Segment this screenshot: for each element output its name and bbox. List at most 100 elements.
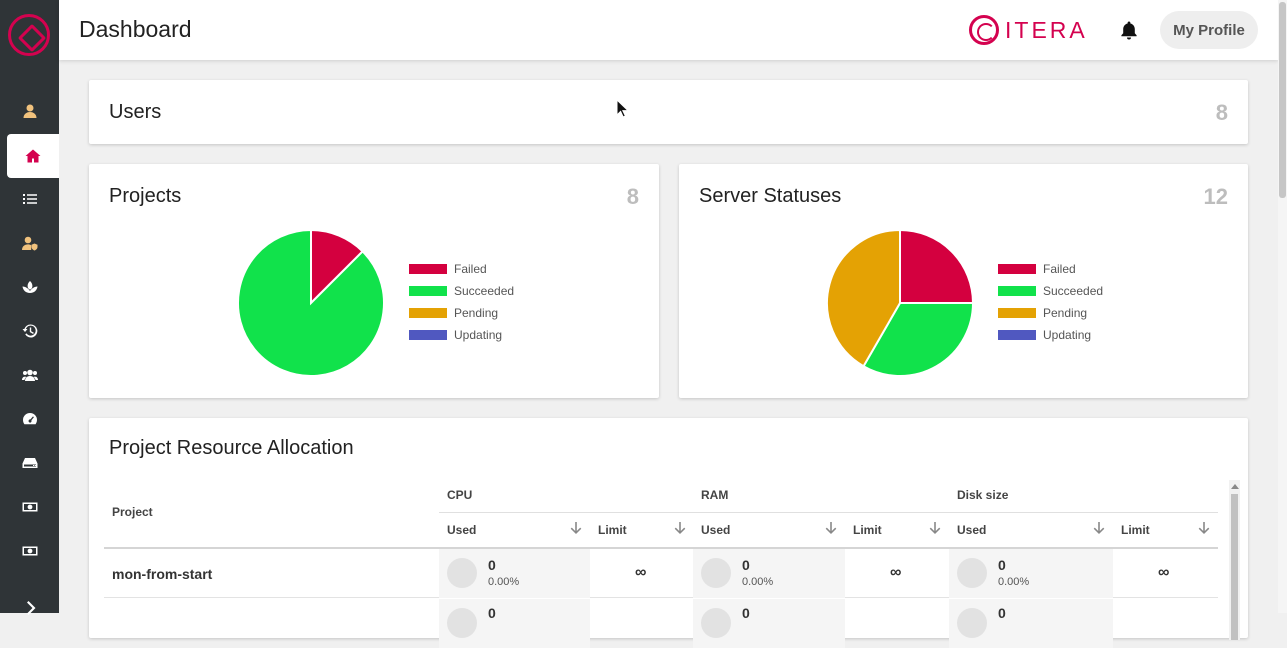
legend-swatch-failed [409, 264, 447, 274]
server-statuses-count: 12 [1204, 184, 1228, 210]
disk-used-header[interactable]: Used [957, 523, 986, 537]
legend-item-failed: Failed [409, 258, 514, 280]
cpu-limit-header[interactable]: Limit [598, 523, 627, 537]
money-icon-2 [22, 543, 38, 559]
ram-used-percent: 0.00% [742, 576, 773, 588]
ram-used-header[interactable]: Used [701, 523, 730, 537]
home-icon [25, 148, 41, 164]
legend-item-failed: Failed [998, 258, 1103, 280]
sidebar [0, 0, 59, 613]
pie-slice-failed[interactable] [900, 230, 973, 303]
users-card-title: Users [109, 101, 161, 124]
users-icon [22, 367, 38, 383]
sort-arrow-down-icon[interactable] [570, 521, 582, 535]
users-card[interactable]: Users 8 [89, 80, 1248, 144]
users-count: 8 [1216, 100, 1228, 126]
my-profile-button[interactable]: My Profile [1160, 11, 1258, 49]
legend-label: Failed [454, 262, 487, 276]
disk-used-value: 0 [998, 557, 1006, 573]
tasks-icon [22, 191, 38, 207]
projects-legend: Failed Succeeded Pending Updating [409, 258, 514, 346]
ram-used-value: 0 [742, 605, 750, 621]
sort-arrow-down-icon[interactable] [825, 521, 837, 535]
ram-limit-header[interactable]: Limit [853, 523, 882, 537]
disk-used-percent: 0.00% [998, 576, 1029, 588]
legend-label: Pending [1043, 306, 1087, 320]
table-scrollbar[interactable] [1229, 480, 1240, 640]
sidebar-item-profile[interactable] [0, 89, 59, 133]
legend-label: Pending [454, 306, 498, 320]
ram-usage-ring [701, 558, 731, 588]
legend-swatch-pending [998, 308, 1036, 318]
table-row[interactable]: 0 0 0 [104, 599, 1218, 648]
brand-ring-icon [969, 15, 999, 45]
legend-item-pending: Pending [409, 302, 514, 324]
dashboard-gauge-icon [22, 411, 38, 427]
sort-arrow-down-icon[interactable] [929, 521, 941, 535]
cpu-used-value: 0 [488, 605, 496, 621]
money-icon [22, 499, 38, 515]
legend-item-updating: Updating [409, 324, 514, 346]
sidebar-item-history[interactable] [0, 309, 59, 353]
legend-label: Succeeded [454, 284, 514, 298]
legend-label: Failed [1043, 262, 1076, 276]
page-scrollbar[interactable] [1278, 0, 1287, 613]
cpu-used-header[interactable]: Used [447, 523, 476, 537]
legend-swatch-failed [998, 264, 1036, 274]
header-divider [439, 512, 1218, 513]
project-name[interactable]: mon-from-start [112, 566, 212, 582]
legend-swatch-updating [998, 330, 1036, 340]
brand-name: ITERA [1005, 17, 1088, 44]
sidebar-item-storage[interactable] [0, 441, 59, 485]
ram-column-group: RAM [701, 488, 728, 502]
scroll-up-arrow-icon[interactable] [1231, 484, 1239, 489]
legend-label: Succeeded [1043, 284, 1103, 298]
disk-column-group: Disk size [957, 488, 1008, 502]
sidebar-item-user-admin[interactable] [0, 221, 59, 265]
sidebar-item-teams[interactable] [0, 353, 59, 397]
sidebar-expand-button[interactable] [0, 588, 59, 628]
page-scrollbar-thumb[interactable] [1279, 2, 1286, 198]
legend-swatch-pending [409, 308, 447, 318]
ram-used-value: 0 [742, 557, 750, 573]
pie-slice-succeeded[interactable] [238, 230, 384, 376]
table-scrollbar-thumb[interactable] [1231, 494, 1238, 640]
projects-count: 8 [627, 184, 639, 210]
legend-item-pending: Pending [998, 302, 1103, 324]
app-logo[interactable] [8, 14, 50, 56]
sidebar-item-tasks[interactable] [0, 177, 59, 221]
mouse-cursor-icon [616, 99, 628, 118]
sidebar-item-billing[interactable] [0, 485, 59, 529]
legend-swatch-succeeded [998, 286, 1036, 296]
cpu-used-value: 0 [488, 557, 496, 573]
projects-card: Projects 8 Failed Succeeded Pending Upda… [89, 164, 659, 398]
server-statuses-legend: Failed Succeeded Pending Updating [998, 258, 1103, 346]
resource-allocation-card: Project Resource Allocation Project CPU … [89, 418, 1248, 638]
legend-label: Updating [1043, 328, 1091, 342]
sidebar-item-monitoring[interactable] [0, 397, 59, 441]
hdd-icon [22, 455, 38, 471]
sidebar-item-costs[interactable] [0, 529, 59, 573]
server-statuses-title: Server Statuses [699, 185, 841, 208]
brand-logo: ITERA [969, 14, 1088, 46]
legend-swatch-updating [409, 330, 447, 340]
table-row[interactable]: mon-from-start 0 0.00% ∞ 0 0.00% ∞ 0 0.0… [104, 549, 1218, 598]
legend-item-succeeded: Succeeded [998, 280, 1103, 302]
notification-bell-icon[interactable] [1119, 20, 1139, 40]
projects-card-title: Projects [109, 185, 181, 208]
sort-arrow-down-icon[interactable] [1093, 521, 1105, 535]
seedling-icon [22, 279, 38, 295]
resource-allocation-title: Project Resource Allocation [109, 437, 354, 460]
disk-limit-header[interactable]: Limit [1121, 523, 1150, 537]
sort-arrow-down-icon[interactable] [1198, 521, 1210, 535]
chevron-right-icon [22, 600, 38, 616]
projects-pie-chart [236, 228, 386, 378]
sort-arrow-down-icon[interactable] [674, 521, 686, 535]
sidebar-item-dashboard[interactable] [7, 134, 59, 178]
sidebar-item-environments[interactable] [0, 265, 59, 309]
server-statuses-card: Server Statuses 12 Failed Succeeded Pend… [679, 164, 1248, 398]
topbar: Dashboard ITERA My Profile [59, 0, 1278, 60]
user-icon [22, 103, 38, 119]
legend-swatch-succeeded [409, 286, 447, 296]
legend-label: Updating [454, 328, 502, 342]
